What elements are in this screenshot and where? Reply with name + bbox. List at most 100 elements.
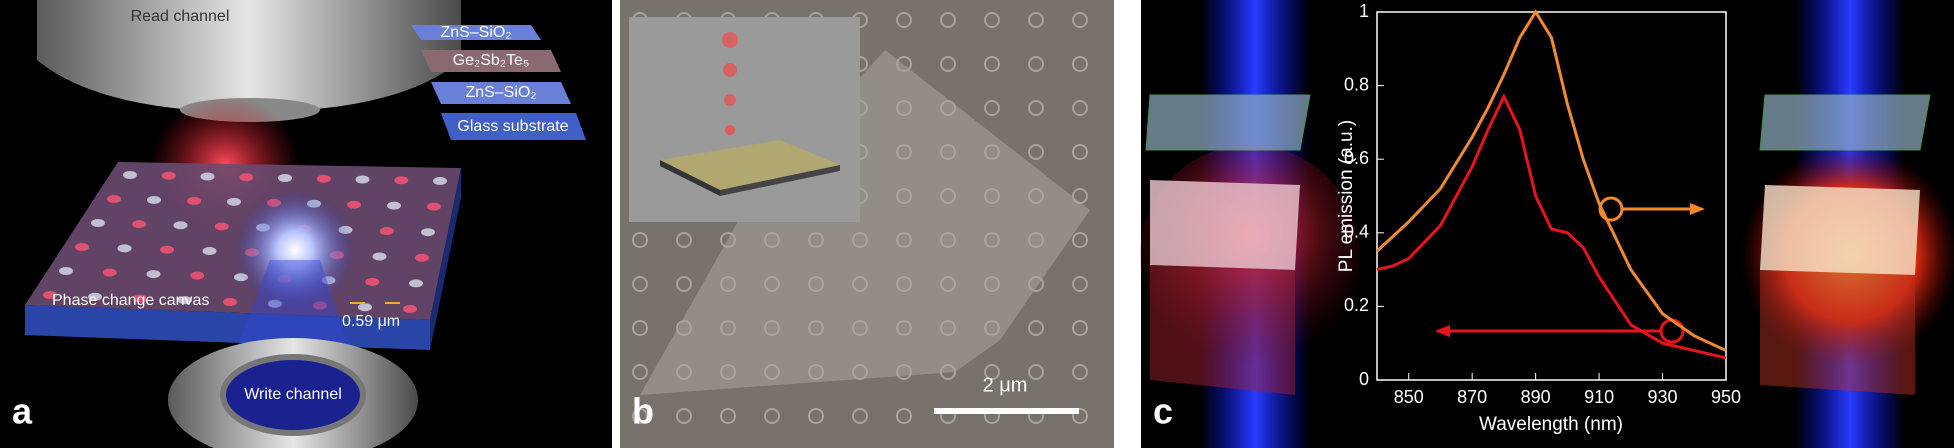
canvas-dot (107, 195, 121, 203)
hole (1028, 56, 1044, 72)
inset-spot (724, 94, 736, 106)
hole (1072, 56, 1088, 72)
glass-top (1759, 94, 1931, 151)
canvas-dot (43, 291, 57, 299)
layer-label: ZnS–SiO₂ (440, 24, 511, 41)
y-tick-label: 0.8 (1344, 74, 1369, 94)
hole (720, 408, 736, 424)
write-lens (220, 354, 366, 436)
hole (632, 232, 648, 248)
hole (632, 408, 648, 424)
y-tick-label: 0.6 (1344, 148, 1369, 168)
x-tick-label: 930 (1648, 387, 1678, 407)
hole (984, 364, 1000, 380)
canvas-label: Phase change canvas (52, 292, 209, 309)
substrate (1150, 265, 1295, 395)
canvas-dot (394, 176, 409, 185)
y-axis-label: PL emission (a.u.) (1336, 120, 1357, 272)
hole (1072, 12, 1088, 28)
hole (676, 276, 692, 292)
canvas-dot (202, 247, 217, 256)
layer-4 (441, 113, 586, 140)
canvas-dot (372, 252, 387, 261)
canvas-dot (178, 296, 192, 305)
canvas-dot (132, 220, 147, 229)
canvas-dot (59, 267, 73, 275)
canvas-dot (379, 227, 394, 236)
y-tick-label: 0 (1359, 369, 1369, 389)
hole (940, 56, 956, 72)
plot-frame (1376, 11, 1727, 381)
hole (632, 276, 648, 292)
hole (808, 408, 824, 424)
hole (1072, 408, 1088, 424)
hole (1028, 100, 1044, 116)
read-channel-label: Read channel (131, 8, 230, 25)
spacing-label: 0.59 μm (342, 313, 400, 330)
arrowhead (1435, 325, 1450, 337)
glass-top (1145, 94, 1311, 151)
panel-letter: a (12, 391, 33, 432)
pillar-block (1760, 185, 1920, 275)
canvas-dot (223, 298, 237, 306)
layer-label: Ge₂Sb₂Te₅ (453, 52, 530, 69)
inset-lattice (660, 140, 840, 190)
canvas-dot (161, 171, 176, 180)
canvas-dot (427, 202, 441, 211)
layer-label: ZnS–SiO₂ (465, 84, 536, 101)
canvas-dot (347, 200, 361, 209)
hole (1072, 100, 1088, 116)
canvas-dot (227, 197, 241, 206)
x-axis-label: Wavelength (nm) (1479, 414, 1623, 435)
hole (940, 12, 956, 28)
hole (1072, 276, 1088, 292)
x-tick-label: 910 (1584, 387, 1614, 407)
x-tick-label: 950 (1711, 387, 1741, 407)
y-tick-label: 0.2 (1344, 295, 1369, 315)
canvas-dot (75, 243, 89, 251)
hole (1072, 232, 1088, 248)
x-tick-label: 850 (1394, 387, 1424, 407)
canvas-dot (160, 245, 174, 254)
layer-3 (431, 82, 571, 104)
hole (984, 56, 1000, 72)
hole (676, 232, 692, 248)
x-tick-label: 890 (1521, 387, 1551, 407)
read-objective (37, 0, 461, 112)
canvas-front (25, 305, 430, 350)
canvas-dot (421, 228, 435, 237)
canvas-dot (214, 222, 229, 231)
canvas-dot (146, 270, 161, 279)
canvas-dot (147, 195, 161, 204)
scale-bar (934, 408, 1079, 414)
hole (1028, 144, 1044, 160)
hole (1072, 144, 1088, 160)
canvas-dot (415, 253, 429, 262)
canvas-dot (190, 271, 205, 280)
inset (629, 17, 860, 222)
canvas-dot (187, 196, 201, 205)
pillar-block (1150, 180, 1300, 270)
write-spot (235, 190, 355, 310)
canvas-dot (91, 219, 105, 227)
canvas-dot (387, 201, 401, 210)
canvas-dot (239, 173, 254, 182)
inset-edge (660, 160, 720, 196)
canvas-dot (433, 177, 447, 185)
hole (764, 408, 780, 424)
substrate (1760, 270, 1915, 395)
canvas-dot (117, 244, 132, 253)
hole (632, 320, 648, 336)
canvas-side (430, 168, 461, 350)
canvas-dot (102, 268, 117, 277)
panel-letter: b (632, 391, 654, 432)
layer-1 (411, 25, 541, 40)
inset-spot (722, 32, 738, 48)
canvas-dot (316, 174, 331, 183)
layer-2 (421, 50, 561, 72)
canvas-dot (133, 294, 147, 303)
inset-spot (725, 125, 735, 135)
hole (1028, 12, 1044, 28)
hole (984, 12, 1000, 28)
